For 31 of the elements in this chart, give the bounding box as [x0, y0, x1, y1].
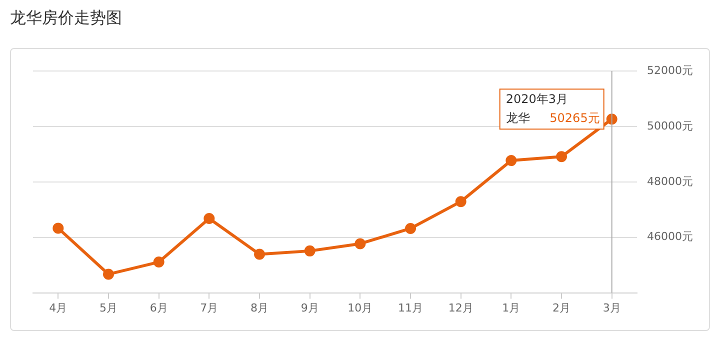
text: 龙华 — [506, 111, 530, 126]
point — [52, 222, 64, 234]
point — [204, 212, 215, 224]
point — [153, 256, 164, 268]
y-tick-label: 50000元 — [647, 119, 694, 132]
annotation: 2020年3月 — [506, 92, 568, 106]
x-tick-label: 10月 — [348, 301, 373, 314]
x-tick-label: 11月 — [398, 301, 424, 314]
y-tick-label: 48000元 — [647, 174, 694, 188]
point — [354, 238, 366, 250]
point — [103, 268, 114, 280]
point — [455, 196, 466, 208]
x-tick-label: 7月 — [200, 301, 218, 314]
point — [304, 245, 316, 256]
x-tick-label: 4月 — [49, 301, 68, 314]
x-tick-label: 9月 — [300, 301, 319, 314]
point — [556, 151, 568, 162]
point — [405, 222, 416, 234]
x-tick-label: 5月 — [100, 301, 118, 314]
y-tick-label: 52000元 — [647, 64, 694, 77]
point — [254, 248, 266, 260]
x-tick-label: 3月 — [602, 301, 621, 314]
point — [506, 155, 517, 166]
x-tick-label: 6月 — [150, 301, 168, 314]
x-tick-label: 12月 — [448, 301, 474, 314]
chart-title: 龙华房价走势图 — [10, 8, 122, 29]
data-label: 50265元 — [550, 111, 600, 126]
y-tick-label: 46000元 — [647, 230, 694, 244]
x-tick-label: 2月 — [552, 301, 571, 314]
x-tick-label: 1月 — [502, 301, 520, 314]
x-tick-label: 8月 — [250, 301, 269, 314]
